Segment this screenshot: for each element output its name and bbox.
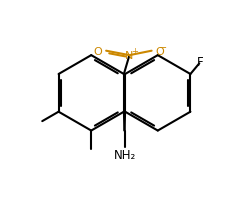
Text: +: +: [131, 47, 138, 55]
Text: F: F: [197, 56, 204, 69]
Text: N: N: [125, 51, 134, 61]
Text: NH₂: NH₂: [113, 149, 136, 161]
Text: −: −: [159, 43, 167, 52]
Text: O: O: [156, 46, 164, 56]
Text: O: O: [93, 46, 102, 56]
